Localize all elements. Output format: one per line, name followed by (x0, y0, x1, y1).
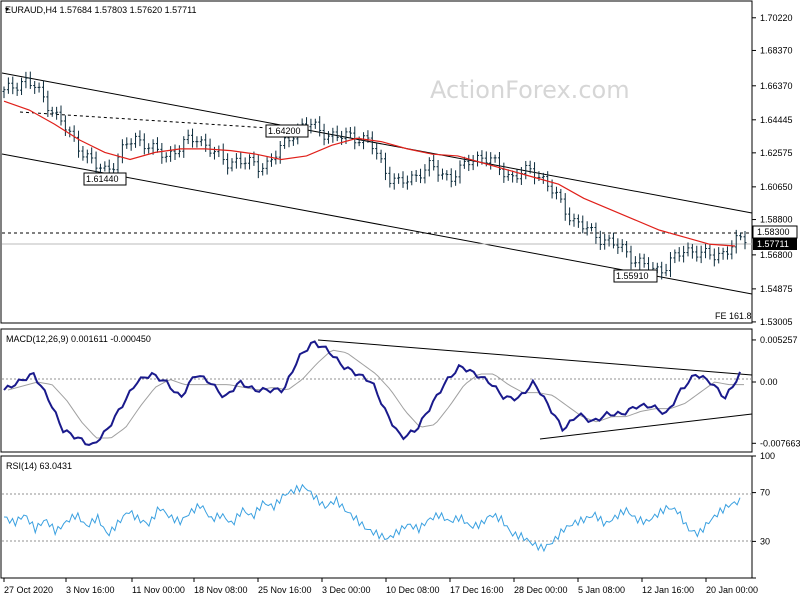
label-box-164200 (265, 124, 309, 138)
x-tick-label: 3 Nov 16:00 (66, 585, 115, 595)
macd-y-tick-label: 0.00 (760, 377, 778, 387)
main-y-tick-label: 1.70220 (760, 13, 793, 23)
macd-trendline-lower (539, 413, 753, 440)
rsi-y-tick-label: 70 (760, 488, 770, 498)
x-tick-label: 5 Jan 08:00 (578, 585, 625, 595)
watermark: ActionForex.com (430, 76, 630, 104)
main-y-tick-label: 1.58800 (760, 215, 793, 225)
rsi-line (3, 483, 741, 553)
x-tick-label: 17 Dec 16:00 (450, 585, 504, 595)
label-155910: 1.55910 (616, 271, 649, 281)
main-y-tick-label: 1.66370 (760, 81, 793, 91)
macd-panel-frame (0, 328, 753, 453)
main-y-axis: 1.70220 1.68370 1.66370 1.64445 1.62575 1.606… (752, 13, 793, 327)
rsi-y-axis: 100 70 30 (752, 451, 775, 579)
label-164200: 1.64200 (268, 126, 301, 136)
macd-y-tick-label: -0.007663 (760, 438, 800, 448)
main-y-tick-label: 1.56800 (760, 250, 793, 260)
x-tick-label: 25 Nov 16:00 (258, 585, 312, 595)
x-tick-label: 20 Jan 00:00 (706, 585, 758, 595)
macd-header: MACD(12,26,9) 0.001611 -0.000450 (6, 334, 151, 344)
x-tick-label: 12 Jan 16:00 (642, 585, 694, 595)
x-axis: 27 Oct 2020 3 Nov 16:00 11 Nov 00:00 18 Nov… (3, 578, 758, 595)
price-tag-15830-text: 1.58300 (757, 227, 790, 237)
fe-label: FE 161.8 (715, 311, 752, 321)
channel-upper-line (1, 72, 753, 214)
x-tick-label: 27 Oct 2020 (4, 585, 53, 595)
x-tick-label: 3 Dec 00:00 (322, 585, 371, 595)
rsi-panel-frame (0, 455, 753, 579)
fib-projection-line (19, 111, 301, 131)
main-y-tick-label: 1.54875 (760, 284, 793, 294)
macd-signal-line (7, 349, 744, 439)
label-161440: 1.61440 (86, 174, 119, 184)
main-y-tick-label: 1.60650 (760, 182, 793, 192)
x-tick-label: 18 Nov 08:00 (194, 585, 248, 595)
macd-y-axis: 0.005257 0.00 -0.007663 (752, 335, 800, 448)
header-caret-icon (5, 8, 9, 11)
x-tick-label: 28 Dec 00:00 (514, 585, 568, 595)
rsi-y-tick-label: 100 (760, 451, 775, 461)
x-tick-label: 11 Nov 00:00 (132, 585, 185, 595)
main-y-tick-label: 1.68370 (760, 45, 793, 55)
x-tick-label: 10 Dec 08:00 (386, 585, 440, 595)
moving-average-line (3, 100, 736, 247)
main-y-tick-label: 1.62575 (760, 148, 793, 158)
macd-trendline-upper (317, 339, 753, 376)
main-y-tick-label: 1.64445 (760, 115, 793, 125)
rsi-y-tick-label: 30 (760, 536, 770, 546)
macd-line (3, 340, 741, 446)
price-tag-current (753, 238, 797, 250)
rsi-header: RSI(14) 63.0431 (6, 461, 72, 471)
macd-y-tick-label: 0.005257 (760, 335, 798, 345)
main-y-tick-label: 1.53005 (760, 317, 793, 327)
label-box-155910 (613, 269, 658, 283)
label-box-161440 (83, 172, 127, 186)
price-tag-current-text: 1.57711 (757, 239, 789, 249)
main-header: EURAUD,H4 1.57684 1.57803 1.57620 1.5771… (5, 5, 196, 15)
main-panel-frame (0, 0, 753, 324)
